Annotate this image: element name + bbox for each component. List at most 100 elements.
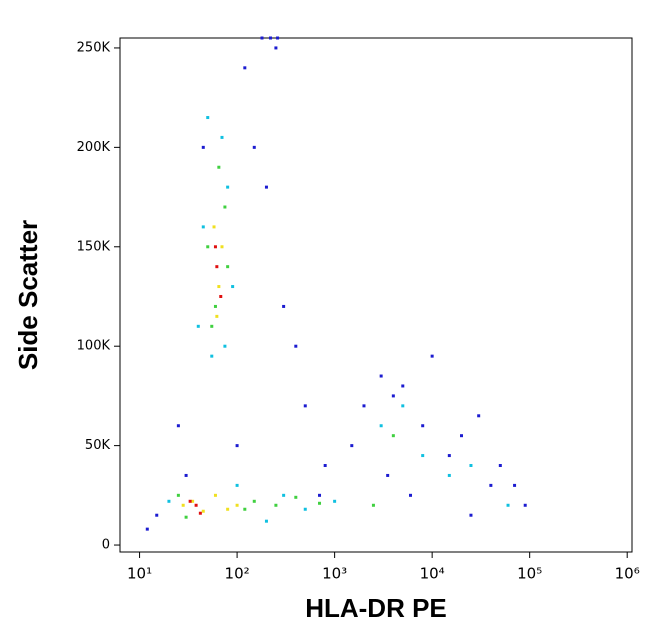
point [477,414,481,418]
point [252,499,256,503]
y-tick-label: 150K [77,239,111,254]
point [155,513,159,517]
point [220,245,224,249]
point [184,473,188,477]
point [219,294,223,298]
point [226,507,230,511]
point [498,464,502,468]
x-tick-label: 10⁵ [517,565,542,583]
point [213,304,217,308]
y-tick-label: 0 [102,538,110,553]
x-tick-label: 10² [225,565,250,583]
point [226,265,230,269]
point [274,46,278,50]
point [243,66,247,70]
point [264,185,268,189]
point [379,424,383,428]
point [318,493,322,497]
point [243,507,247,511]
point [223,205,227,209]
point [145,527,149,531]
point [201,145,205,149]
point [210,354,214,358]
point [430,354,434,358]
point [201,509,205,513]
point [274,503,278,507]
point [268,36,272,40]
y-tick-label: 50K [85,438,111,453]
point [191,499,195,503]
point [206,116,210,120]
point [371,503,375,507]
point [206,245,210,249]
point [447,473,451,477]
point [231,285,235,289]
point [184,515,188,519]
point [401,404,405,408]
point [217,165,221,169]
point [210,324,214,328]
point [391,434,395,438]
point [350,444,354,448]
point [421,454,425,458]
point [213,245,217,249]
point [282,493,286,497]
point [235,444,239,448]
point [264,519,268,523]
point [220,135,224,139]
point [506,503,510,507]
point [217,285,221,289]
point [460,434,464,438]
point [215,265,219,269]
point [401,384,405,388]
point [198,511,202,515]
point [276,36,280,40]
x-axis-title: HLA-DR PE [305,593,447,623]
point [181,503,185,507]
point [282,304,286,308]
point [235,483,239,487]
y-tick-label: 100K [77,339,111,354]
point [447,454,451,458]
point [215,314,219,318]
point [303,507,307,511]
point [252,145,256,149]
point [235,503,239,507]
point [260,36,264,40]
point [421,424,425,428]
y-tick-label: 250K [77,40,111,55]
point [469,513,473,517]
point [212,225,216,229]
point [294,495,298,499]
point [386,473,390,477]
point [176,424,180,428]
plot-frame [119,37,633,553]
y-tick-label: 200K [77,140,111,155]
point [194,503,198,507]
point [201,225,205,229]
point [188,499,192,503]
point [318,501,322,505]
point [469,464,473,468]
point [176,493,180,497]
point [196,324,200,328]
point [333,499,337,503]
point [223,344,227,348]
point [167,499,171,503]
point [294,344,298,348]
point [523,503,527,507]
x-tick-label: 10³ [322,565,347,583]
point [489,483,493,487]
x-tick-label: 10⁶ [615,565,640,583]
point [409,493,413,497]
point [323,464,327,468]
point [513,483,517,487]
y-axis-title: Side Scatter [13,220,43,370]
x-tick-label: 10⁴ [420,565,445,583]
x-tick-label: 10¹ [127,565,152,583]
point [391,394,395,398]
point [213,493,217,497]
point [379,374,383,378]
point [226,185,230,189]
